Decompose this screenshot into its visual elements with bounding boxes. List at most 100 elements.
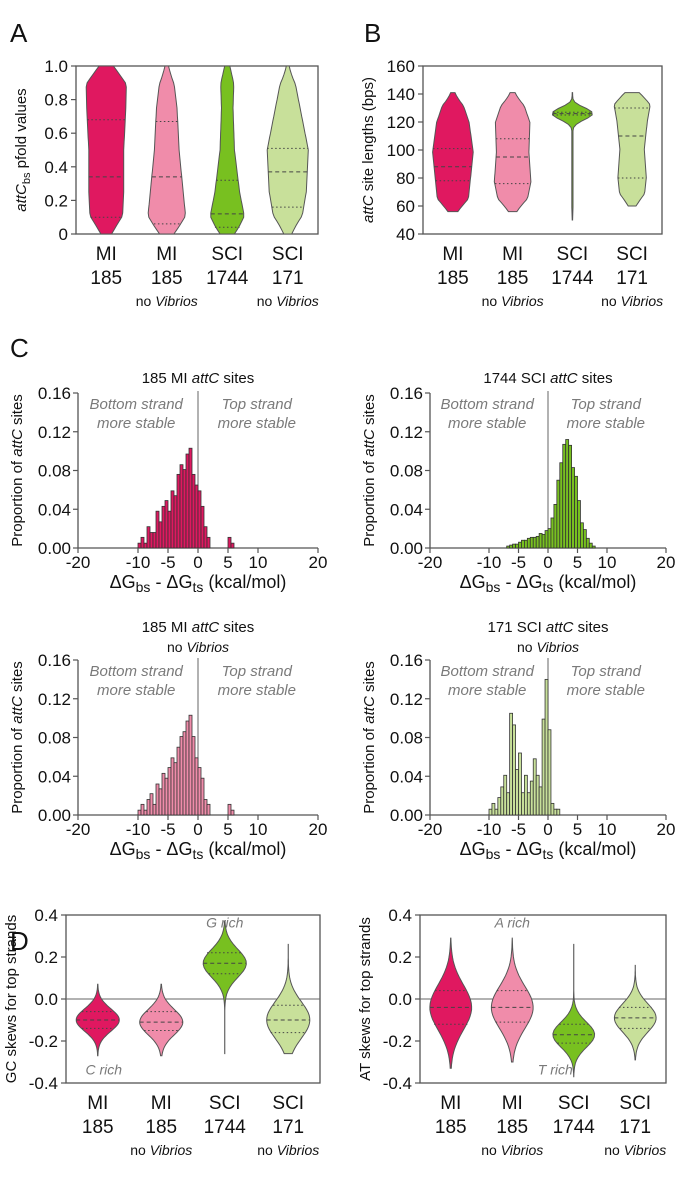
y-tick-label: 0.08 xyxy=(390,462,423,481)
chart-title: 185 MI attC sites xyxy=(142,619,255,636)
y-tick-label: 0.00 xyxy=(38,539,71,558)
y-axis-label: Proportion of attC sites xyxy=(9,661,26,814)
panel-label-B: B xyxy=(364,18,381,48)
histogram-bar xyxy=(509,544,513,549)
x-tick-label: 5 xyxy=(223,820,232,839)
histogram-bar xyxy=(176,473,181,549)
note-label: no Vibrios xyxy=(130,1142,192,1158)
histogram-bar xyxy=(179,736,184,816)
y-tick-label: 0.2 xyxy=(388,948,412,967)
category-label: SCI xyxy=(209,1093,241,1114)
y-axis-label: AT skews for top strands xyxy=(357,917,374,1081)
histogram-bar xyxy=(506,792,511,816)
histogram-bar xyxy=(146,799,151,816)
histogram-bar xyxy=(200,505,205,549)
violin-body xyxy=(139,983,184,1057)
annotation-right: more stable xyxy=(218,415,296,432)
histogram-bar xyxy=(521,539,525,549)
histogram-bar xyxy=(506,545,511,549)
histogram-bar xyxy=(146,526,151,549)
x-tick-label: -10 xyxy=(477,553,502,572)
y-tick-label: 0.4 xyxy=(34,906,58,925)
y-axis-label: attC site lengths (bps) xyxy=(360,77,377,223)
x-tick-label: -5 xyxy=(160,820,175,839)
x-tick-label: 5 xyxy=(573,553,582,572)
x-tick-label: -20 xyxy=(418,820,443,839)
histogram-bar xyxy=(535,535,540,549)
y-tick-label: 0.16 xyxy=(390,384,423,403)
histogram-bar xyxy=(529,780,534,816)
n-label: 185 xyxy=(496,1117,528,1138)
x-tick-label: 0 xyxy=(193,553,202,572)
x-tick-label: 5 xyxy=(223,553,232,572)
category-label: MI xyxy=(87,1093,108,1114)
histogram-bar xyxy=(547,528,552,549)
category-label: SCI xyxy=(557,244,589,265)
annotation-right: Top strand xyxy=(222,663,293,680)
violin-plot-D1: -0.4 -0.2 0.0 0.2 0.4 GC skews for top strand… xyxy=(3,906,321,1158)
histogram-bar xyxy=(206,536,211,549)
annotation-left: more stable xyxy=(97,682,175,699)
y-tick-label: 0.04 xyxy=(390,767,423,786)
violin-body xyxy=(493,92,532,213)
histogram-bar xyxy=(152,532,157,549)
y-tick-label: 0.04 xyxy=(38,500,71,519)
y-tick-label: 0.8 xyxy=(44,91,68,110)
histogram-bar xyxy=(556,808,561,816)
histogram-bar xyxy=(200,777,205,816)
y-tick-label: 0.00 xyxy=(390,539,423,558)
y-tick-label: 0.4 xyxy=(44,158,68,177)
x-tick-label: 10 xyxy=(249,553,268,572)
panel-label-C: C xyxy=(10,333,29,363)
category-label: SCI xyxy=(616,244,648,265)
violin-body xyxy=(429,937,473,1069)
histogram-bar xyxy=(488,808,493,816)
y-axis-label: GC skews for top strands xyxy=(3,915,20,1083)
histogram-bar xyxy=(167,767,172,816)
histogram-bar xyxy=(541,718,546,816)
note-label: no Vibrios xyxy=(481,1142,543,1158)
violin-body xyxy=(147,65,186,235)
annotation-bottom: C rich xyxy=(85,1062,122,1078)
y-tick-label: 0.12 xyxy=(390,423,423,442)
annotation-bottom: T rich xyxy=(538,1062,573,1078)
y-axis-label: Proportion of attC sites xyxy=(9,394,26,547)
category-label: MI xyxy=(502,1093,523,1114)
histogram-C3: 185 MI attC sites no Vibrios 0.00 0.04 0.08 0… xyxy=(9,619,327,862)
histogram-bar xyxy=(140,803,145,816)
n-label: 185 xyxy=(145,1117,177,1138)
histogram-bar xyxy=(550,517,555,549)
histogram-bar xyxy=(137,809,142,816)
chart-title: 185 MI attC sites xyxy=(142,370,255,387)
histogram-bar xyxy=(197,767,202,816)
histogram-bar xyxy=(164,777,169,816)
histogram-bar xyxy=(568,444,573,549)
histogram-bar xyxy=(494,808,499,816)
violin-plot-D2: -0.4 -0.2 0.0 0.2 0.4 AT skews for top strand… xyxy=(357,906,667,1158)
note-label: no Vibrios xyxy=(257,1142,319,1158)
histogram-bar xyxy=(158,788,163,816)
plot-frame xyxy=(75,65,319,235)
violin-body xyxy=(266,943,311,1055)
histogram-bar xyxy=(538,533,543,549)
histogram-bar xyxy=(532,758,537,816)
histogram-C4: 171 SCI attC sites no Vibrios 0.00 0.04 0.08… xyxy=(361,619,675,862)
histogram-bar xyxy=(182,731,187,816)
histogram-bar xyxy=(140,536,145,549)
chart-title: 1744 SCI attC sites xyxy=(483,370,612,387)
histogram-bar xyxy=(149,793,154,816)
annotation-right: more stable xyxy=(218,682,296,699)
violin-body xyxy=(202,920,247,1055)
note-label: no Vibrios xyxy=(136,293,198,309)
x-tick-label: 5 xyxy=(573,820,582,839)
x-tick-label: 20 xyxy=(657,820,676,839)
violin-body xyxy=(266,65,309,235)
histogram-bar xyxy=(188,447,193,549)
y-tick-label: 0.12 xyxy=(390,690,423,709)
histogram-bar xyxy=(591,545,596,549)
y-tick-label: 0.4 xyxy=(388,906,412,925)
n-label: 171 xyxy=(616,268,648,289)
y-tick-label: 160 xyxy=(387,57,415,76)
histogram-bar xyxy=(512,724,516,816)
x-tick-label: 20 xyxy=(657,553,676,572)
